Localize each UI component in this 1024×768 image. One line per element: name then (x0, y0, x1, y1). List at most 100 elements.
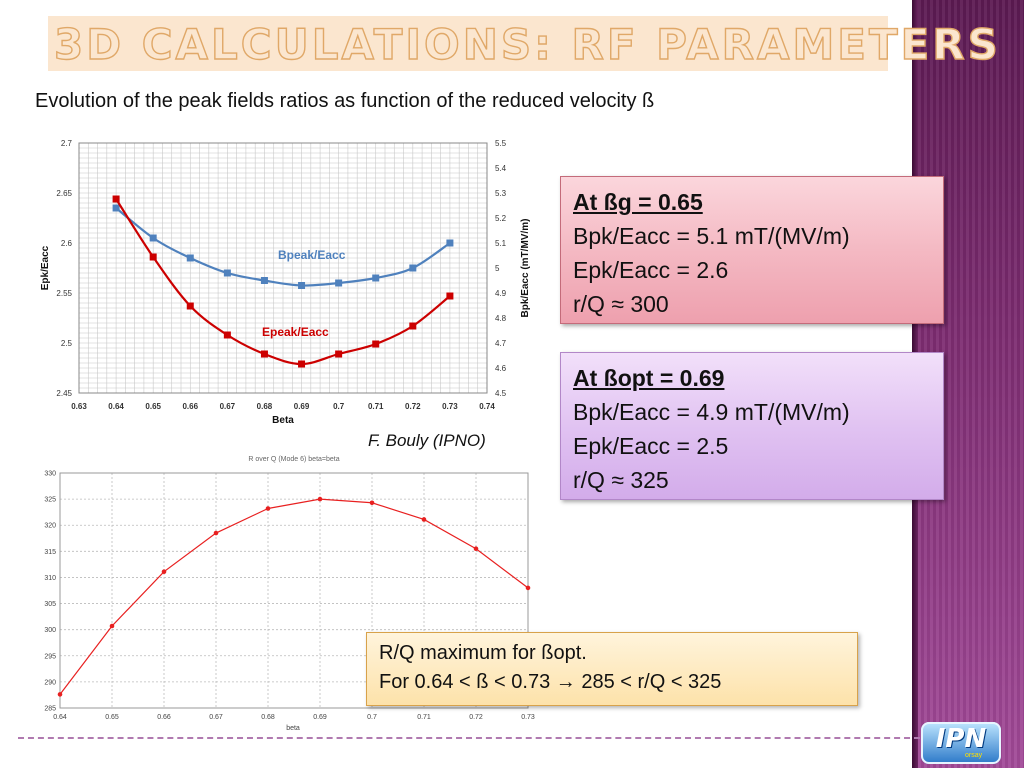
title-bar: 3D CALCULATIONS: RF PARAMETERS (48, 16, 999, 71)
x-tick-label: 0.72 (405, 402, 421, 411)
logo-sub-text: orsay (965, 752, 983, 759)
y2-tick-label: 4.9 (495, 289, 507, 298)
beta-opt-rq: r/Q ≈ 325 (573, 467, 669, 493)
chart-title: R over Q (Mode 6) beta=beta (248, 456, 339, 463)
summary-line-1: R/Q maximum for ßopt. (379, 642, 587, 664)
bpk-data-point (335, 279, 343, 287)
bpk-data-point (298, 282, 306, 289)
footer-divider (18, 737, 920, 739)
bpk-data-point (372, 274, 380, 282)
beta-opt-heading: At ßopt = 0.69 (573, 365, 725, 391)
bpk-data-point (186, 254, 194, 262)
ipn-logo: IPN orsay (921, 722, 1001, 764)
y-tick-label: 285 (44, 706, 56, 713)
x-tick-label: 0.64 (53, 714, 67, 721)
beta-opt-epk: Epk/Eacc = 2.5 (573, 433, 729, 459)
x-tick-label: 0.74 (479, 402, 495, 411)
beta-g-epk: Epk/Eacc = 2.6 (573, 257, 729, 283)
bpk-data-point (446, 239, 454, 247)
y-tick-label: 2.55 (56, 289, 72, 298)
x-tick-label: 0.65 (105, 714, 119, 721)
bpk-series-label: Bpeak/Eacc (278, 248, 346, 262)
y-tick-label: 310 (44, 575, 56, 582)
epk-data-point (446, 292, 454, 300)
y-tick-label: 2.65 (56, 189, 72, 198)
rq-data-point (525, 585, 531, 591)
y-tick-label: 2.45 (56, 389, 72, 398)
x-tick-label: 0.66 (157, 714, 171, 721)
y-tick-label: 330 (44, 471, 56, 478)
x-tick-label: 0.69 (294, 402, 310, 411)
y-axis-title: Epk/Eacc (40, 245, 51, 290)
y-tick-label: 2.5 (61, 339, 73, 348)
x-tick-label: 0.7 (367, 714, 377, 721)
y2-tick-label: 4.7 (495, 339, 507, 348)
epk-data-point (335, 350, 343, 358)
x-tick-label: 0.64 (108, 402, 124, 411)
y2-tick-label: 5.2 (495, 214, 507, 223)
y2-tick-label: 5.5 (495, 139, 507, 148)
bpk-data-point (149, 234, 157, 242)
x-tick-label: 0.7 (333, 402, 345, 411)
credit-text: F. Bouly (IPNO) (368, 431, 486, 450)
y2-tick-label: 4.8 (495, 314, 507, 323)
bpk-data-point (112, 204, 120, 212)
rq-data-point (161, 569, 167, 574)
logo-text: IPN (935, 724, 987, 754)
beta-opt-info-box: At ßopt = 0.69 Bpk/Eacc = 4.9 mT/(MV/m) … (560, 352, 944, 500)
plot-area-border (78, 142, 488, 394)
x-tick-label: 0.69 (313, 714, 327, 721)
x-tick-label: 0.72 (469, 714, 483, 721)
bpk-data-point (223, 269, 231, 277)
epk-data-point (298, 360, 306, 368)
y2-tick-label: 5.4 (495, 164, 507, 173)
y-tick-label: 295 (44, 653, 56, 660)
rq-data-point (421, 517, 427, 522)
epk-data-point (112, 195, 120, 203)
plot-area-border (59, 472, 529, 709)
y2-axis-title: Bpk/Eacc (mT/MV/m) (520, 219, 531, 318)
x-tick-label: 0.65 (145, 402, 161, 411)
beta-g-heading: At ßg = 0.65 (573, 189, 703, 215)
bpk-data-point (409, 264, 417, 272)
rq-data-point (213, 530, 219, 536)
slide-subtitle: Evolution of the peak fields ratios as f… (35, 90, 655, 112)
y2-tick-label: 5 (495, 264, 500, 273)
y-tick-label: 2.7 (61, 139, 73, 148)
x-tick-label: 0.73 (442, 402, 458, 411)
summary-box: R/Q maximum for ßopt. For 0.64 < ß < 0.7… (366, 632, 858, 706)
beta-g-info-box: At ßg = 0.65 Bpk/Eacc = 5.1 mT/(MV/m) Ep… (560, 176, 944, 324)
summary-line-2: For 0.64 < ß < 0.73 → 285 < r/Q < 325 (379, 671, 722, 693)
epk-data-point (223, 331, 231, 339)
beta-g-bpk: Bpk/Eacc = 5.1 mT/(MV/m) (573, 223, 850, 249)
y-tick-label: 305 (44, 601, 56, 608)
beta-opt-bpk: Bpk/Eacc = 4.9 mT/(MV/m) (573, 399, 850, 425)
epk-series-line (115, 198, 451, 366)
r-over-q-chart: R over Q (Mode 6) beta=beta 0.64 0.65 0.66 0… (44, 456, 535, 732)
rq-data-point (109, 623, 115, 629)
bpk-data-point (260, 277, 268, 284)
x-tick-label: 0.68 (261, 714, 275, 721)
y-tick-label: 325 (44, 497, 56, 504)
x-tick-label: 0.71 (417, 714, 431, 721)
y-tick-label: 320 (44, 523, 56, 530)
x-tick-label: 0.71 (368, 402, 384, 411)
rq-series-line (59, 498, 529, 695)
rq-data-point (265, 506, 271, 511)
x-tick-label: 0.67 (220, 402, 236, 411)
x-tick-label: 0.66 (182, 402, 198, 411)
y2-tick-label: 4.6 (495, 364, 507, 373)
epk-data-point (186, 302, 194, 310)
rq-data-point (369, 500, 375, 506)
rq-data-point (317, 496, 323, 502)
x-axis-title: beta (286, 725, 300, 732)
x-tick-label: 0.73 (521, 714, 535, 721)
y2-tick-label: 5.3 (495, 189, 507, 198)
x-tick-label: 0.67 (209, 714, 223, 721)
y2-tick-label: 5.1 (495, 239, 507, 248)
rq-data-point (473, 546, 479, 552)
x-axis-title: Beta (272, 415, 294, 426)
slide-title: 3D CALCULATIONS: RF PARAMETERS (53, 19, 1001, 69)
x-tick-label: 0.63 (71, 402, 87, 411)
beta-g-rq: r/Q ≈ 300 (573, 291, 669, 317)
